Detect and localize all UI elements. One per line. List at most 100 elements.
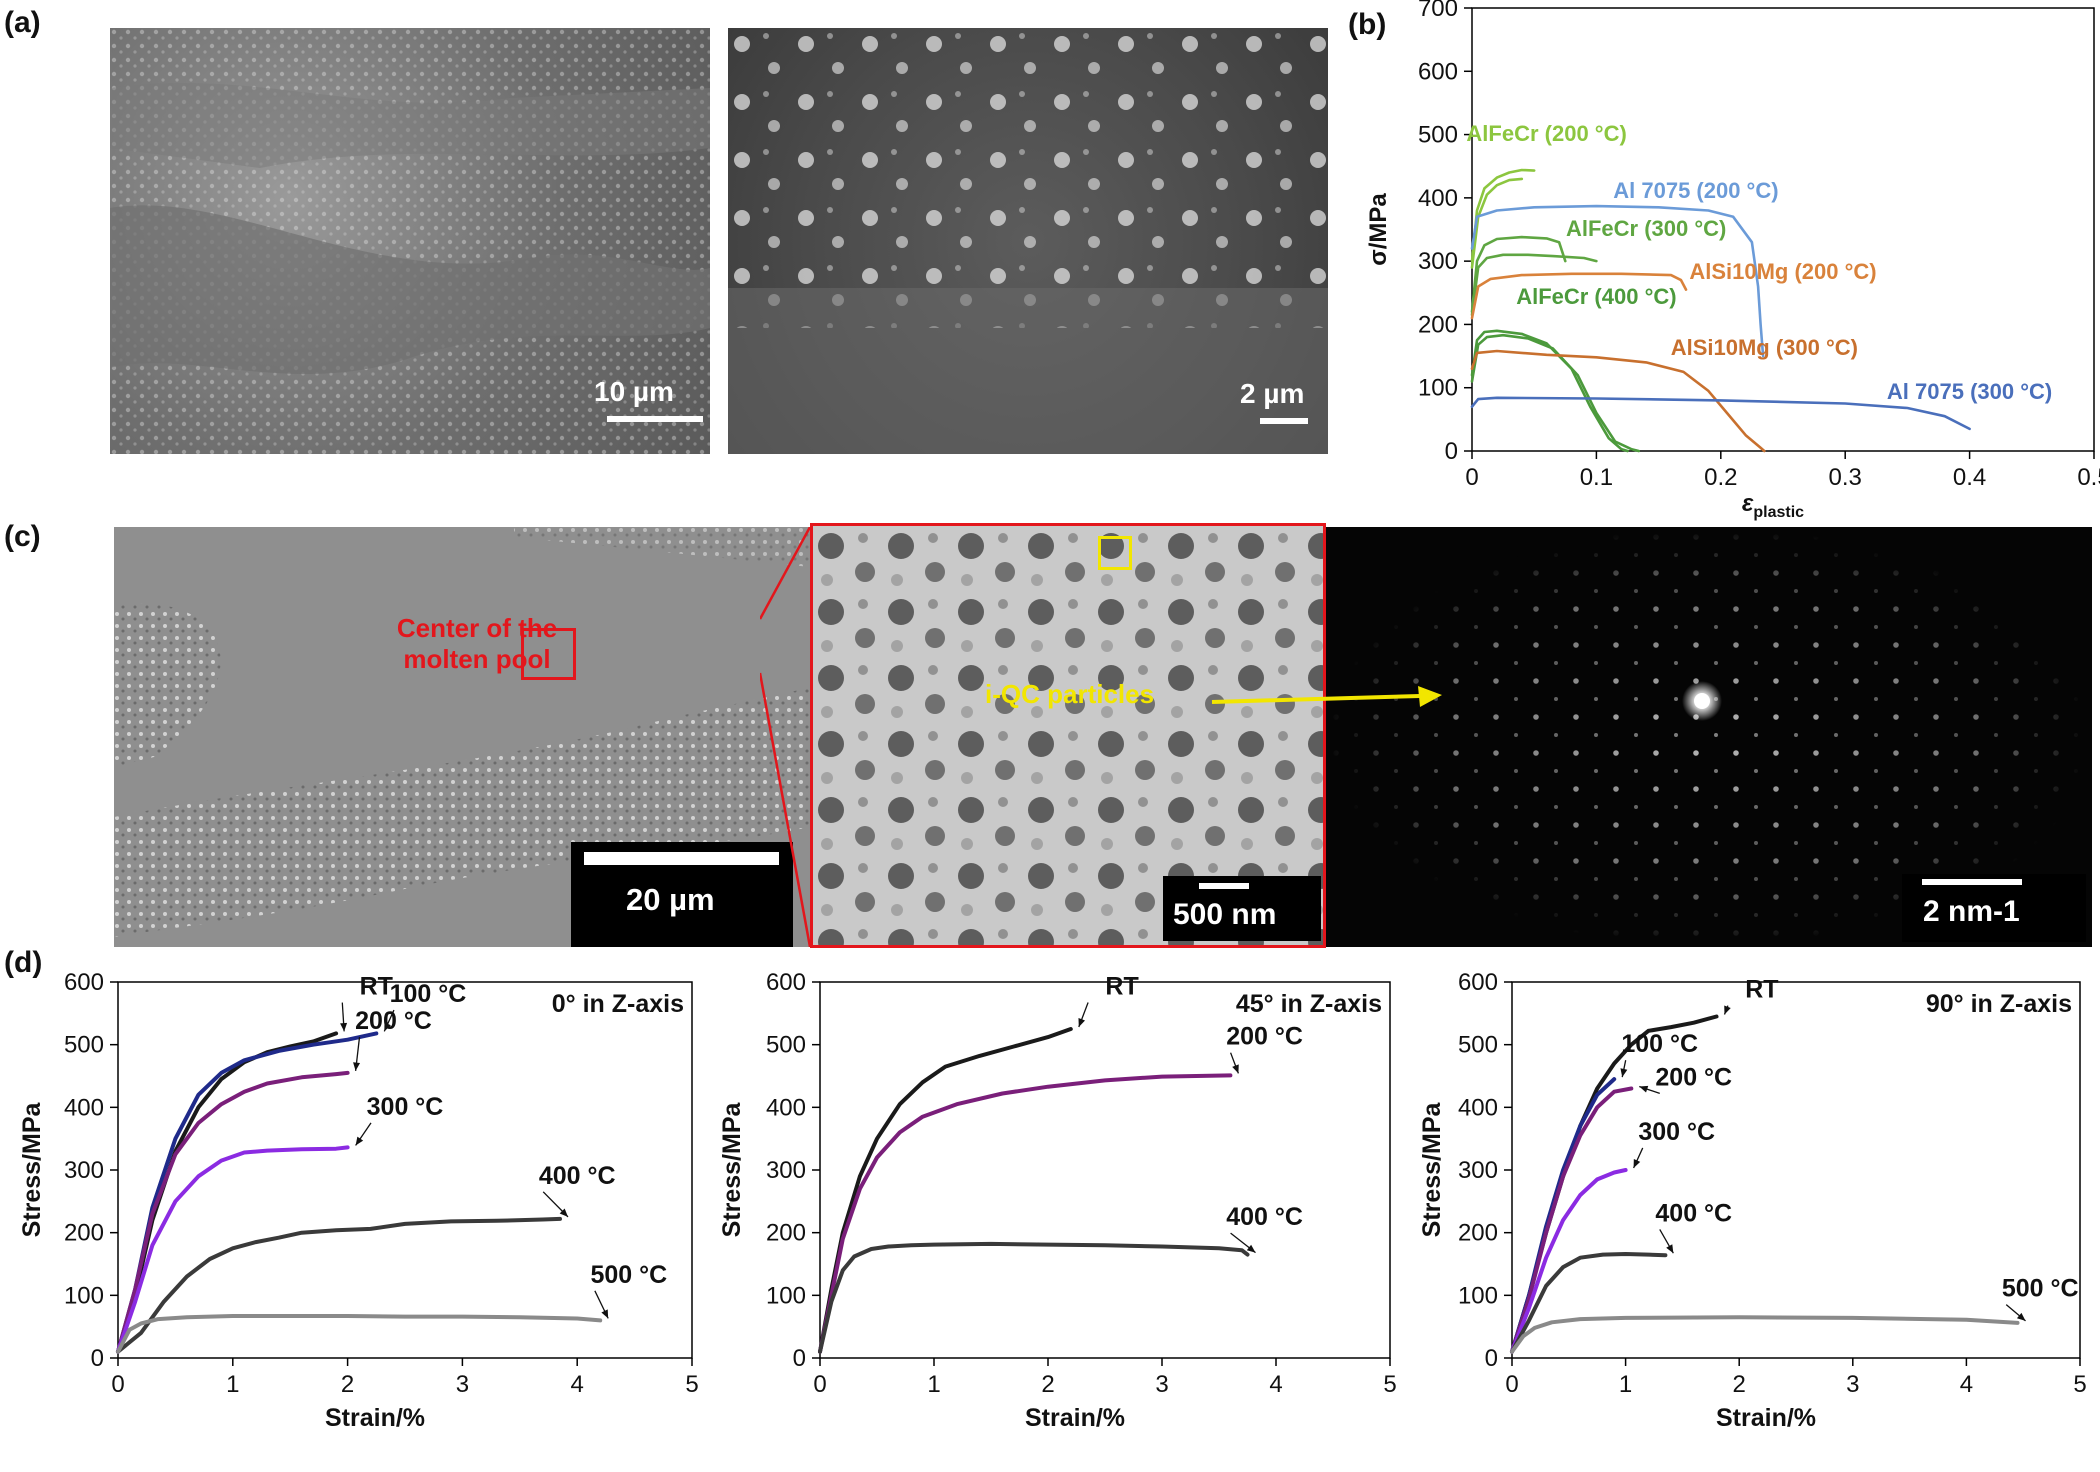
series-line [1510, 1086, 1634, 1354]
series-line [1470, 396, 1971, 431]
y-tick-label: 700 [1418, 0, 1458, 22]
scale-bar [1199, 883, 1249, 889]
series-line [116, 1216, 562, 1354]
scale-bar [607, 416, 703, 422]
y-tick-label: 0 [1445, 438, 1458, 465]
series-line [818, 1241, 1250, 1354]
y-tick-label: 400 [1418, 185, 1458, 212]
y-tick-label: 500 [1418, 122, 1458, 149]
series-line [1470, 272, 1688, 320]
series-label: AlFeCr (200 °C) [1466, 121, 1626, 146]
y-tick-label: 500 [766, 1032, 806, 1059]
series-line [1470, 177, 1524, 269]
y-tick-label: 600 [1458, 969, 1498, 996]
plot-frame [819, 981, 1391, 1359]
chart-title: 0° in Z-axis [552, 990, 684, 1018]
x-axis-label: εplastic [1742, 490, 1804, 521]
series-label: Al 7075 (300 °C) [1887, 379, 2052, 404]
x-tick-label: 2 [1041, 1371, 1054, 1398]
series-label: RT [1105, 973, 1138, 1001]
series-label: 500 °C [2002, 1275, 2079, 1303]
chart-b: 0 100 200 300 400 500 600 700 0 0.1 0.2 0.3 0.4 0.5 εp… [1365, 0, 2100, 521]
scale-bar-label: 500 nm [1173, 898, 1277, 931]
particles-annotation: i-QC particles [985, 679, 1155, 709]
series-label: 400 °C [1226, 1203, 1303, 1231]
label-arrowhead [601, 1309, 609, 1319]
zoom-region-box [521, 628, 576, 680]
x-tick-label: 5 [1383, 1371, 1396, 1398]
series-line [116, 1070, 350, 1354]
series-label: RT [1745, 976, 1778, 1004]
scale-bar [1922, 879, 2022, 885]
label-arrowhead [1232, 1064, 1239, 1074]
series-line [116, 1314, 603, 1354]
molten-pool-annotation: Center of the molten pool [397, 613, 562, 675]
label-arrowhead [1620, 1068, 1628, 1078]
series-line [1510, 1252, 1668, 1354]
label-arrowhead [559, 1208, 568, 1217]
label-arrowhead [1666, 1244, 1674, 1254]
y-tick-label: 100 [1418, 375, 1458, 402]
label-arrowhead [384, 1022, 391, 1032]
label-arrowhead [1639, 1085, 1649, 1093]
series-label: 200 °C [1226, 1023, 1303, 1051]
y-tick-label: 200 [1418, 311, 1458, 338]
annotation-line: molten pool [403, 644, 551, 674]
x-tick-label: 0.4 [1953, 464, 1986, 491]
x-tick-label: 0.1 [1580, 464, 1613, 491]
x-tick-label: 0 [813, 1371, 826, 1398]
label-arrowhead [2016, 1312, 2026, 1321]
x-axis-label: Strain/% [1716, 1404, 1816, 1432]
y-tick-label: 400 [766, 1094, 806, 1121]
annotation-line: Center of the [396, 613, 558, 643]
label-arrowhead [1724, 1005, 1731, 1015]
x-tick-label: 5 [2073, 1371, 2086, 1398]
sem-micrograph-high-mag: 2 µm [728, 28, 1328, 454]
y-tick-label: 0 [91, 1345, 104, 1372]
y-axis-label: σ/MPa [1365, 193, 1392, 266]
x-tick-label: 0 [111, 1371, 124, 1398]
series-label: AlFeCr (400 °C) [1516, 284, 1676, 309]
bse-micrograph-molten-pool: Center of the molten pool 20 µm [114, 527, 810, 947]
y-tick-label: 0 [1485, 1345, 1498, 1372]
saed-diffraction-pattern: 2 nm-1 [1326, 527, 2092, 947]
scale-bar-label: 2 nm-1 [1923, 895, 2020, 928]
y-tick-label: 0 [793, 1345, 806, 1372]
label-arrowhead [355, 1136, 364, 1146]
series-line [1470, 168, 1536, 263]
y-tick-label: 100 [64, 1282, 104, 1309]
x-tick-label: 2 [1733, 1371, 1746, 1398]
series-label: RT [360, 973, 393, 1001]
series-label: 300 °C [1638, 1118, 1715, 1146]
series-line [1510, 1315, 2020, 1354]
x-tick-label: 0.2 [1704, 464, 1737, 491]
y-tick-label: 300 [1418, 248, 1458, 275]
y-tick-label: 500 [1458, 1032, 1498, 1059]
y-axis-label: Stress/MPa [1418, 1102, 1446, 1238]
y-tick-label: 500 [64, 1032, 104, 1059]
label-arrowhead [1633, 1159, 1641, 1168]
x-tick-label: 0 [1465, 464, 1478, 491]
x-tick-label: 3 [1846, 1371, 1859, 1398]
y-axis-label: Stress/MPa [718, 1102, 746, 1238]
series-label: 400 °C [539, 1162, 616, 1190]
series-line [818, 1073, 1233, 1354]
series-label: 200 °C [355, 1007, 432, 1035]
series-line [1470, 204, 1765, 358]
series-line [116, 1031, 339, 1354]
panel-label-d: (d) [4, 946, 43, 979]
x-tick-label: 5 [685, 1371, 698, 1398]
x-axis-label: Strain/% [1025, 1404, 1125, 1432]
series-line [116, 1031, 379, 1354]
series-label: AlFeCr (300 °C) [1566, 216, 1726, 241]
y-tick-label: 300 [1458, 1157, 1498, 1184]
series-label: 100 °C [1621, 1030, 1698, 1058]
series-label: 300 °C [367, 1093, 444, 1121]
series-line [1470, 349, 1766, 453]
x-axis-label-sub: plastic [1753, 504, 1804, 521]
x-tick-label: 3 [456, 1371, 469, 1398]
y-tick-label: 600 [1418, 58, 1458, 85]
series-line [1470, 253, 1598, 317]
tem-texture [813, 526, 1323, 945]
y-tick-label: 400 [64, 1094, 104, 1121]
